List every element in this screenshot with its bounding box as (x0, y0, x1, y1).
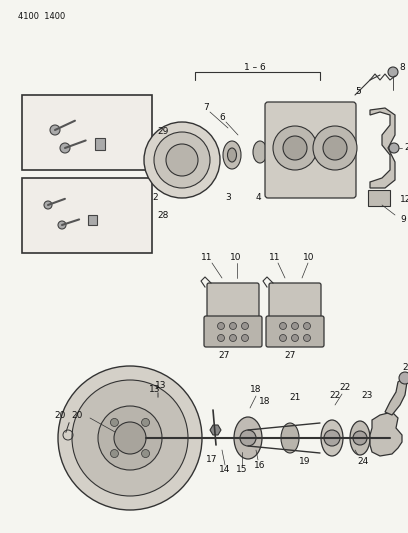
Text: 23: 23 (361, 392, 373, 400)
Circle shape (399, 372, 408, 384)
Circle shape (114, 422, 146, 454)
Circle shape (353, 431, 367, 445)
Text: 24: 24 (357, 457, 368, 466)
Circle shape (388, 67, 398, 77)
Bar (88, 215, 97, 225)
Circle shape (291, 322, 299, 329)
FancyBboxPatch shape (207, 283, 259, 323)
Circle shape (273, 126, 317, 170)
Circle shape (229, 335, 237, 342)
Circle shape (144, 122, 220, 198)
Text: 2: 2 (152, 193, 158, 203)
Bar (22, 178, 152, 253)
Text: 6: 6 (219, 114, 225, 123)
Bar (368, 190, 390, 206)
Ellipse shape (281, 423, 299, 453)
Text: 17: 17 (206, 456, 218, 464)
Text: 19: 19 (299, 457, 311, 466)
Text: 3: 3 (225, 193, 231, 203)
Text: 1 – 6: 1 – 6 (244, 63, 266, 72)
Circle shape (58, 221, 66, 229)
Text: 4100  1400: 4100 1400 (18, 12, 65, 21)
Circle shape (291, 335, 299, 342)
Ellipse shape (234, 417, 262, 459)
Circle shape (44, 201, 52, 209)
Text: 18: 18 (250, 385, 262, 394)
Text: 13: 13 (155, 381, 167, 390)
Text: 11: 11 (201, 254, 213, 262)
Text: 20: 20 (54, 410, 66, 419)
Ellipse shape (350, 421, 370, 455)
Circle shape (304, 322, 310, 329)
Circle shape (240, 430, 256, 446)
Text: 13: 13 (149, 385, 161, 394)
Text: 11: 11 (269, 254, 281, 262)
Circle shape (72, 380, 188, 496)
Circle shape (217, 322, 224, 329)
Circle shape (166, 144, 198, 176)
Text: 28: 28 (157, 211, 169, 220)
Circle shape (60, 143, 70, 153)
Circle shape (389, 143, 399, 153)
Circle shape (242, 335, 248, 342)
Text: 16: 16 (254, 461, 266, 470)
Circle shape (229, 322, 237, 329)
Circle shape (98, 406, 162, 470)
Circle shape (304, 335, 310, 342)
Text: 4: 4 (255, 193, 261, 203)
Ellipse shape (321, 420, 343, 456)
Text: 14: 14 (220, 465, 231, 474)
Text: 9: 9 (400, 215, 406, 224)
Circle shape (142, 418, 150, 426)
Text: 8: 8 (399, 63, 405, 72)
Text: 27: 27 (218, 351, 230, 360)
Text: 12: 12 (400, 196, 408, 205)
Text: 25: 25 (402, 364, 408, 373)
Text: 20: 20 (71, 410, 83, 419)
Circle shape (111, 449, 118, 457)
Circle shape (142, 449, 150, 457)
Text: 10: 10 (303, 254, 315, 262)
Circle shape (313, 126, 357, 170)
Text: 26: 26 (404, 143, 408, 152)
Circle shape (279, 322, 286, 329)
Ellipse shape (228, 148, 237, 162)
Text: 22: 22 (329, 392, 341, 400)
Text: 22: 22 (339, 384, 350, 392)
Text: 27: 27 (284, 351, 296, 360)
Circle shape (242, 322, 248, 329)
Text: 21: 21 (289, 393, 301, 402)
Circle shape (111, 418, 118, 426)
Circle shape (279, 335, 286, 342)
Polygon shape (385, 378, 407, 415)
Polygon shape (370, 412, 402, 456)
Text: 29: 29 (157, 127, 169, 136)
Circle shape (58, 366, 202, 510)
Bar (95, 138, 105, 150)
FancyBboxPatch shape (204, 316, 262, 347)
Circle shape (323, 136, 347, 160)
Text: 10: 10 (230, 254, 242, 262)
Text: 15: 15 (236, 465, 248, 474)
FancyBboxPatch shape (265, 102, 356, 198)
Circle shape (324, 430, 340, 446)
Polygon shape (370, 108, 395, 188)
Ellipse shape (223, 141, 241, 169)
Bar (22, 95, 152, 170)
Circle shape (283, 136, 307, 160)
Text: 18: 18 (259, 398, 271, 407)
Text: 7: 7 (203, 103, 209, 112)
Polygon shape (210, 425, 221, 435)
FancyBboxPatch shape (266, 316, 324, 347)
FancyBboxPatch shape (269, 283, 321, 323)
Text: 5: 5 (355, 87, 361, 96)
Circle shape (50, 125, 60, 135)
Circle shape (217, 335, 224, 342)
Ellipse shape (253, 141, 267, 163)
Circle shape (154, 132, 210, 188)
